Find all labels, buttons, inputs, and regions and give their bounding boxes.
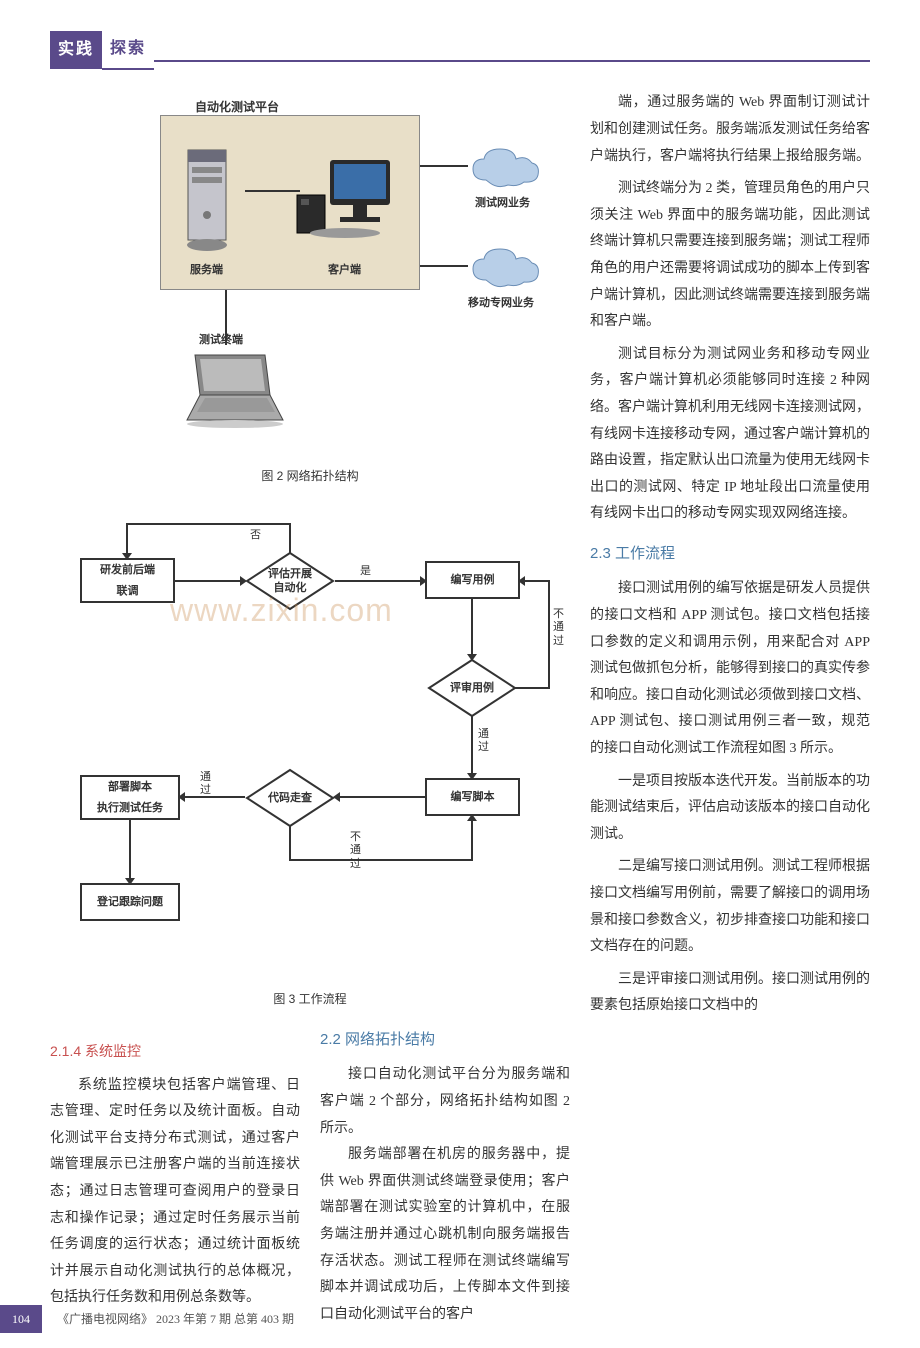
laptop-icon: [175, 350, 285, 430]
figure-2: 自动化测试平台 服务端: [50, 90, 570, 488]
flow-label-pass1: 通 过: [478, 728, 489, 754]
header: 实践 探索: [50, 30, 870, 70]
flow-label-fail1: 不 通 过: [553, 608, 564, 648]
flow-label-no: 否: [250, 525, 261, 546]
flow-label-fail2: 不 通 过: [350, 831, 361, 871]
header-sub: 探索: [102, 30, 154, 70]
cloud-mobile-label: 移动专网业务: [468, 293, 534, 314]
flow-label-pass2: 通 过: [200, 771, 211, 797]
header-line: [154, 60, 870, 62]
right-p1: 端，通过服务端的 Web 界面制订测试计划和创建测试任务。服务端派发测试任务给客…: [590, 90, 870, 170]
header-badge: 实践: [50, 31, 102, 69]
laptop-label: 测试终端: [199, 330, 243, 351]
flow-node-write-case: 编写用例: [425, 561, 520, 599]
flow-node-review-case: 评审用例: [427, 658, 517, 718]
figure-3-caption: 图 3 工作流程: [50, 988, 570, 1011]
section-23-body1: 接口测试用例的编写依据是研发人员提供的接口文档和 APP 测试包。接口文档包括接…: [590, 576, 870, 762]
flow-node-track: 登记跟踪问题: [80, 883, 180, 921]
cloud-mobile-icon: [468, 245, 543, 290]
flow-node-code-review: 代码走查: [245, 768, 335, 828]
client-label: 客户端: [328, 260, 361, 281]
page-number: 104: [0, 1305, 42, 1334]
figure-3: 研发前后端 联调 评估开展 自动化 编写用例 评审用例 编写脚本: [50, 503, 570, 1011]
right-p2: 测试终端分为 2 类，管理员角色的用户只须关注 Web 界面中的服务端功能，因此…: [590, 176, 870, 336]
flow-node-evaluate: 评估开展 自动化: [245, 551, 335, 611]
client-icon: [295, 155, 395, 240]
flow-node-deploy: 部署脚本 执行测试任务: [80, 775, 180, 820]
cloud-testnet-icon: [468, 145, 543, 190]
section-23-body3: 二是编写接口测试用例。测试工程师根据接口文档编写用例前，需要了解接口的调用场景和…: [590, 854, 870, 960]
section-23-body2: 一是项目按版本迭代开发。当前版本的功能测试结束后，评估启动该版本的接口自动化测试…: [590, 769, 870, 849]
right-p3: 测试目标分为测试网业务和移动专网业务，客户端计算机必须能够同时连接 2 种网络。…: [590, 342, 870, 528]
section-22-body2: 服务端部署在机房的服务器中，提供 Web 界面供测试终端登录使用；客户端部署在测…: [320, 1142, 570, 1328]
server-label: 服务端: [190, 260, 223, 281]
footer: 104 《广播电视网络》 2023 年第 7 期 总第 403 期: [0, 1305, 294, 1334]
flow-node-dev: 研发前后端 联调: [80, 558, 175, 603]
figure-2-caption: 图 2 网络拓扑结构: [50, 465, 570, 488]
section-22-title: 2.2 网络拓扑结构: [320, 1026, 570, 1055]
section-214-body: 系统监控模块包括客户端管理、日志管理、定时任务以及统计面板。自动化测试平台支持分…: [50, 1073, 300, 1312]
section-214-title: 2.1.4 系统监控: [50, 1038, 300, 1065]
flow-node-write-script: 编写脚本: [425, 778, 520, 816]
section-22-body1: 接口自动化测试平台分为服务端和客户端 2 个部分，网络拓扑结构如图 2 所示。: [320, 1062, 570, 1142]
section-23-body4: 三是评审接口测试用例。接口测试用例的要素包括原始接口文档中的: [590, 967, 870, 1020]
footer-journal: 《广播电视网络》 2023 年第 7 期 总第 403 期: [57, 1308, 294, 1331]
cloud-testnet-label: 测试网业务: [475, 193, 530, 214]
flow-label-yes: 是: [360, 561, 371, 582]
server-icon: [180, 145, 235, 255]
section-23-title: 2.3 工作流程: [590, 540, 870, 569]
